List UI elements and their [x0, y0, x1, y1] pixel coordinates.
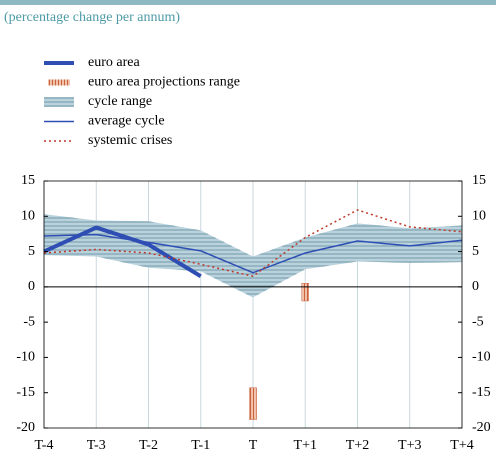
x-tick-label: T+2	[346, 438, 369, 453]
y-tick-label: 0	[28, 279, 35, 294]
legend-label: systemic crises	[88, 133, 172, 148]
x-tick-label: T-3	[87, 438, 106, 453]
plot-frame	[43, 180, 463, 429]
x-tick-label: T-2	[139, 438, 158, 453]
y2-tick-label: 15	[472, 173, 486, 188]
plot: -20 -20 -15 -15 -10 -10 -5 -5 0 0 5 5 10 10 15 15 T-4 T-3…	[16, 173, 490, 453]
y2-tick-label: -5	[472, 314, 484, 329]
subtitle: (percentage change per annum)	[4, 10, 180, 25]
projection-range	[301, 283, 309, 302]
dotted-line	[43, 209, 463, 278]
y2-tick-label: 10	[472, 209, 486, 224]
y2-tick-label: 0	[472, 279, 479, 294]
top-band	[0, 0, 496, 5]
y2-tick-label: -10	[472, 350, 491, 365]
cycle-range-band	[44, 214, 462, 298]
x-tick-label: T+3	[398, 438, 421, 453]
legend-label: euro area projections range	[88, 75, 240, 90]
y-tick-label: 5	[28, 244, 35, 259]
x-tick-label: T-4	[35, 438, 54, 453]
legend-label: cycle range	[88, 94, 152, 109]
line	[43, 225, 202, 278]
legend-label: average cycle	[88, 114, 165, 129]
y-tick-label: 15	[21, 173, 35, 188]
y2-tick-label: -15	[472, 385, 491, 400]
x-tick-label: T+1	[294, 438, 317, 453]
line	[43, 233, 463, 274]
x-tick-label: T	[249, 438, 258, 453]
y-tick-label: -20	[16, 420, 35, 435]
y-tick-label: -5	[23, 314, 35, 329]
y2-tick-label: -20	[472, 420, 491, 435]
y2-tick-label: 5	[472, 244, 479, 259]
legend-swatch	[44, 97, 74, 107]
x-tick-label: T-1	[191, 438, 210, 453]
y-tick-label: -15	[16, 385, 35, 400]
y-tick-label: -10	[16, 350, 35, 365]
x-tick-label: T+4	[450, 438, 473, 453]
legend: euro area euro area projections range cycl…	[44, 55, 240, 148]
legend-label: euro area	[88, 55, 140, 70]
legend-swatch	[48, 79, 70, 86]
projection-range	[249, 387, 257, 420]
y-tick-label: 10	[21, 209, 35, 224]
